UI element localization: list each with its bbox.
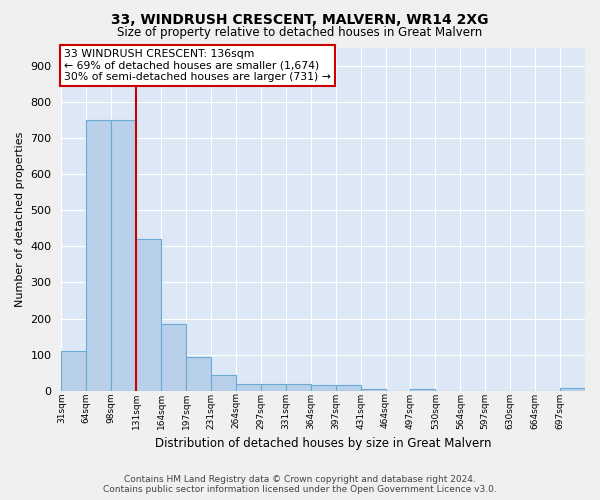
Bar [361,390,386,391]
Bar [335,386,361,391]
Bar [211,374,236,391]
Bar [86,120,111,391]
Bar [136,239,161,391]
Bar [560,388,585,391]
Bar [261,384,286,391]
Y-axis label: Number of detached properties: Number of detached properties [15,132,25,307]
Bar [311,386,335,391]
X-axis label: Distribution of detached houses by size in Great Malvern: Distribution of detached houses by size … [155,437,491,450]
Bar [186,356,211,391]
Bar [286,384,311,391]
Bar [161,324,186,391]
Bar [410,390,436,391]
Bar [236,384,261,391]
Text: Contains HM Land Registry data © Crown copyright and database right 2024.
Contai: Contains HM Land Registry data © Crown c… [103,474,497,494]
Bar [111,120,136,391]
Text: Size of property relative to detached houses in Great Malvern: Size of property relative to detached ho… [118,26,482,39]
Text: 33, WINDRUSH CRESCENT, MALVERN, WR14 2XG: 33, WINDRUSH CRESCENT, MALVERN, WR14 2XG [111,12,489,26]
Bar [61,351,86,391]
Text: 33 WINDRUSH CRESCENT: 136sqm
← 69% of detached houses are smaller (1,674)
30% of: 33 WINDRUSH CRESCENT: 136sqm ← 69% of de… [64,49,331,82]
